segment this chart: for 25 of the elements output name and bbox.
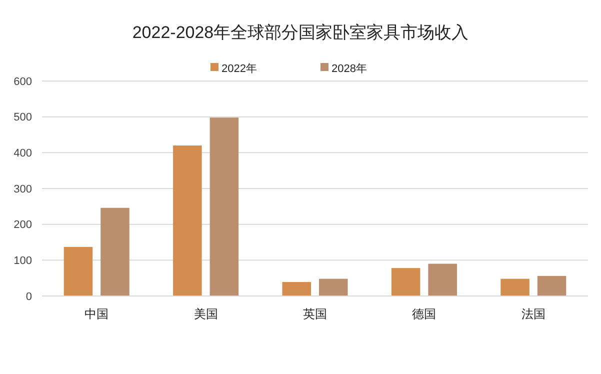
- legend-label: 2022年: [222, 62, 257, 75]
- x-tick-label: 英国: [303, 307, 327, 321]
- bar: [100, 208, 130, 296]
- y-tick-label: 0: [26, 290, 32, 303]
- legend-label: 2028年: [332, 62, 367, 75]
- y-tick-label: 400: [14, 148, 32, 160]
- bar: [64, 246, 93, 296]
- bar: [428, 264, 457, 296]
- y-tick-label: 200: [14, 219, 32, 232]
- bar: [500, 278, 530, 296]
- bar: [319, 278, 348, 296]
- x-tick-label: 德国: [412, 307, 436, 321]
- y-tick-label: 600: [14, 76, 32, 88]
- y-tick-label: 500: [14, 112, 32, 124]
- x-tick-label: 美国: [194, 307, 218, 321]
- chart-title: 2022-2028年全球部分国家卧室家具市场收入: [132, 23, 469, 42]
- bar: [537, 276, 566, 296]
- bar: [173, 146, 202, 296]
- bar: [210, 118, 239, 296]
- bar: [391, 268, 420, 296]
- x-tick-label: 法国: [521, 307, 546, 321]
- bar: [282, 282, 311, 296]
- x-tick-label: 中国: [84, 307, 109, 321]
- y-tick-label: 300: [14, 183, 32, 196]
- y-tick-label: 100: [14, 255, 32, 268]
